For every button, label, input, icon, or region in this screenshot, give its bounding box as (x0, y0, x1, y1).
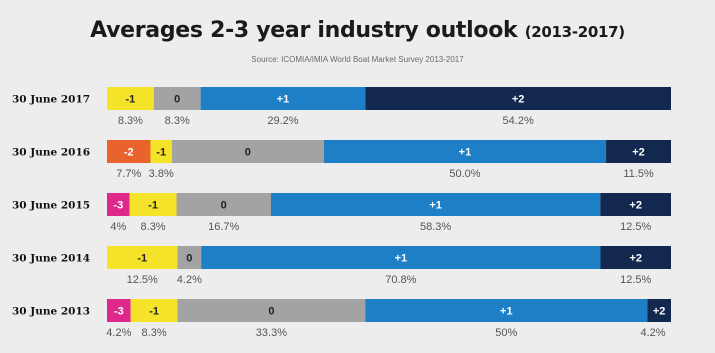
bar-segment (200, 87, 366, 110)
segment-percent: 7.7% (116, 168, 141, 180)
bar-segment (107, 193, 130, 216)
bar-segment (323, 140, 607, 163)
bar-segment (171, 140, 324, 163)
chart-title: Averages 2-3 year industry outlook (2013… (0, 18, 715, 43)
segment-percent: 54.2% (503, 115, 534, 127)
bar-segment (107, 140, 151, 163)
bar-segment (176, 193, 271, 216)
segment-percent: 12.5% (620, 221, 651, 233)
segment-percent: 3.8% (149, 168, 174, 180)
bar-segment (107, 87, 154, 110)
segment-label: +1 (277, 94, 290, 106)
segment-percent: 4.2% (177, 274, 202, 286)
segment-label: +1 (395, 253, 408, 265)
segment-label: -1 (137, 253, 147, 265)
segment-percent: 12.5% (127, 274, 158, 286)
bar-segment (153, 87, 201, 110)
segment-label: -1 (148, 200, 158, 212)
segment-label: +2 (629, 253, 642, 265)
segment-percent: 58.3% (420, 221, 451, 233)
segment-label: 0 (186, 253, 192, 265)
chart-source: Source: ICOMIA/IMIA World Boat Market Su… (251, 55, 464, 64)
row-label: 30 June 2013 (12, 306, 90, 318)
segment-label: 0 (221, 200, 227, 212)
chart-title-range: (2013-2017) (524, 23, 625, 41)
row-label: 30 June 2015 (12, 200, 90, 212)
segment-label: +2 (512, 94, 525, 106)
segment-label: +2 (632, 147, 645, 159)
segment-percent: 50% (495, 327, 517, 339)
bar-row: 30 June 2014 -1 12.5% 0 4.2% +1 70.8% +2 12.5% (12, 246, 671, 286)
segment-label: -3 (114, 306, 124, 318)
segment-label: 0 (268, 306, 274, 318)
bar-row: 30 June 2015 -3 4% -1 8.3% 0 16.7% +1 58.3% +2 12.… (12, 193, 671, 233)
bar-segment (107, 299, 131, 322)
segment-label: -2 (124, 147, 134, 159)
segment-percent: 8.3% (118, 115, 143, 127)
bar-segment (270, 193, 601, 216)
segment-percent: 8.3% (142, 327, 167, 339)
segment-percent: 50.0% (449, 168, 480, 180)
bar-segment (150, 140, 172, 163)
segment-label: +1 (500, 306, 513, 318)
segment-percent: 70.8% (385, 274, 416, 286)
bar-segment (130, 299, 178, 322)
bar-row: 30 June 2013 -3 4.2% -1 8.3% 0 33.3% +1 50% +2 4.2… (12, 299, 671, 339)
segment-percent: 29.2% (267, 115, 298, 127)
segment-percent: 8.3% (141, 221, 166, 233)
segment-label: +1 (429, 200, 442, 212)
segment-label: 0 (245, 147, 251, 159)
segment-percent: 4% (110, 221, 126, 233)
segment-label: +2 (629, 200, 642, 212)
segment-label: +1 (459, 147, 472, 159)
row-label: 30 June 2017 (12, 94, 90, 106)
row-label: 30 June 2016 (12, 147, 90, 159)
segment-percent: 11.5% (623, 168, 654, 180)
bar-row: 30 June 2016 -2 7.7% -1 3.8% 0 +1 50.0% +2 11.5% (12, 140, 671, 180)
bar-segment (365, 87, 671, 110)
bar-segment (600, 246, 671, 269)
bar-segment (129, 193, 177, 216)
segment-label: 0 (174, 94, 180, 106)
segment-percent: 4.2% (640, 327, 665, 339)
bar-segment (600, 193, 671, 216)
segment-label: -1 (149, 306, 159, 318)
bar-row: 30 June 2017 -1 8.3% 0 8.3% +1 29.2% +2 54.2% (12, 87, 671, 127)
segment-percent: 16.7% (208, 221, 239, 233)
bar-segment (647, 299, 671, 322)
segment-percent: 4.2% (106, 327, 131, 339)
bar-segment (201, 246, 601, 269)
segment-percent: 8.3% (165, 115, 190, 127)
bar-segment (107, 246, 178, 269)
segment-percent: 12.5% (620, 274, 651, 286)
segment-label: -3 (113, 200, 123, 212)
chart-title-main: Averages 2-3 year industry outlook (90, 18, 518, 43)
bar-segment (177, 246, 202, 269)
row-label: 30 June 2014 (12, 253, 90, 265)
bar-segment (177, 299, 366, 322)
segment-label: +2 (653, 306, 666, 318)
bar-segment (606, 140, 671, 163)
segment-label: -1 (156, 147, 166, 159)
segment-label: -1 (126, 94, 136, 106)
bar-segment (365, 299, 648, 322)
segment-percent: 33.3% (256, 327, 287, 339)
